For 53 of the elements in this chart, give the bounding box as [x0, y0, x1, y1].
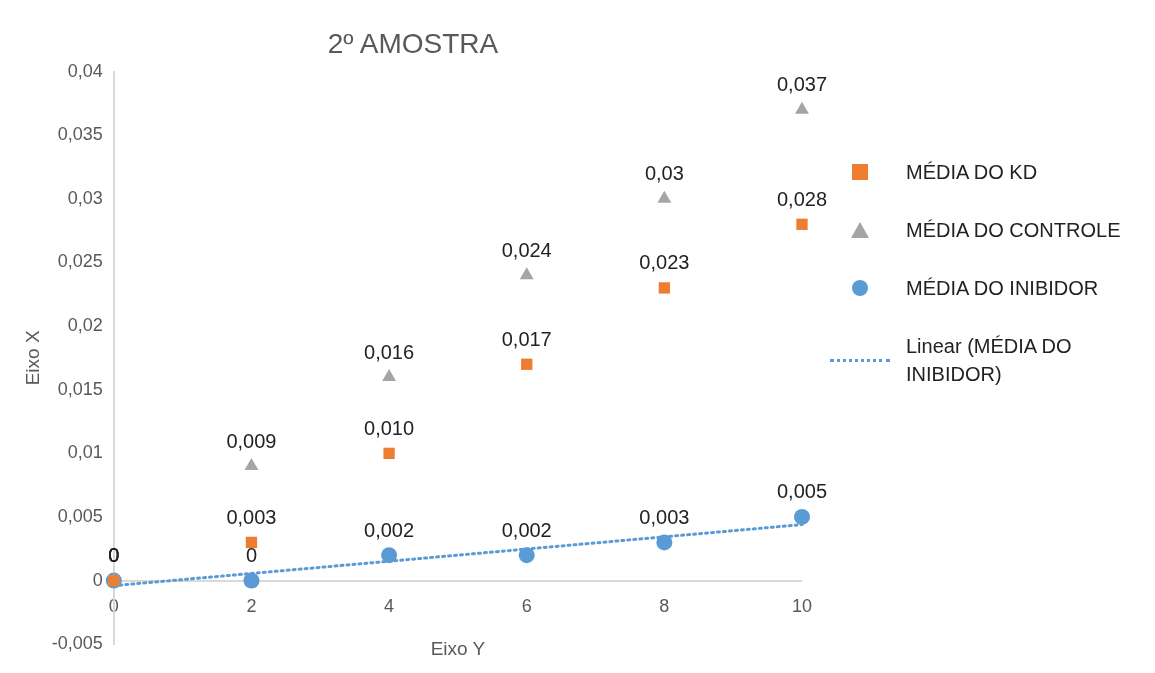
data-label: 0,002 [364, 518, 415, 541]
point [796, 218, 808, 230]
legend-label: MÉDIA DO INIBIDOR [906, 276, 1099, 301]
point [518, 547, 535, 564]
y-tick-label: 0 [92, 569, 103, 590]
data-label: 0,003 [639, 505, 690, 528]
x-axis-title: Eixo Y [430, 637, 486, 659]
y-tick-label: 0,025 [57, 251, 103, 272]
point [793, 508, 810, 525]
point [519, 267, 534, 280]
x-tick-label: 4 [384, 596, 395, 617]
data-label: 0,03 [644, 162, 684, 185]
data-label: 0,010 [364, 416, 415, 439]
y-tick-label: 0,005 [57, 505, 103, 526]
point [658, 282, 671, 294]
data-label: 0,028 [776, 187, 828, 210]
x-tick-label: 8 [659, 596, 670, 617]
point [657, 190, 672, 203]
chart-title: 2º AMOSTRA [327, 27, 499, 59]
y-axis-title: Eixo X [21, 330, 43, 386]
point [656, 534, 673, 551]
y-tick-label: -0,005 [51, 633, 103, 654]
point [381, 547, 398, 564]
point [521, 358, 533, 370]
data-label: 0 [108, 544, 120, 567]
x-tick-label: 2 [246, 596, 257, 617]
data-label: 0,016 [364, 340, 415, 363]
data-label: 0,037 [776, 73, 828, 96]
point [244, 458, 259, 471]
point [383, 447, 395, 459]
x-tick-label: 10 [791, 596, 812, 617]
point [382, 368, 397, 381]
y-tick-label: 0,04 [67, 60, 103, 81]
data-label: 0,017 [501, 327, 552, 350]
legend-label: MÉDIA DO CONTROLE [906, 218, 1121, 243]
data-label: 0,023 [639, 251, 690, 274]
legend-label: Linear (MÉDIA DO INIBIDOR) [906, 334, 1073, 387]
legend-label: MÉDIA DO KD [906, 160, 1038, 185]
data-label: 0,009 [226, 429, 277, 452]
data-label: 0 [245, 544, 258, 567]
x-tick-label: 6 [521, 596, 532, 617]
y-tick-label: 0,01 [67, 442, 103, 463]
data-label: 0,002 [501, 518, 552, 541]
point [245, 536, 258, 549]
point [795, 101, 809, 114]
data-label: 0,024 [501, 238, 552, 261]
data-label: 0,005 [776, 480, 828, 503]
data-label: 0,003 [226, 505, 277, 528]
y-tick-label: 0,02 [67, 315, 103, 336]
point [243, 572, 260, 589]
y-tick-label: 0,015 [57, 378, 103, 399]
y-tick-label: 0,03 [67, 187, 103, 208]
y-tick-label: 0,035 [57, 124, 103, 145]
